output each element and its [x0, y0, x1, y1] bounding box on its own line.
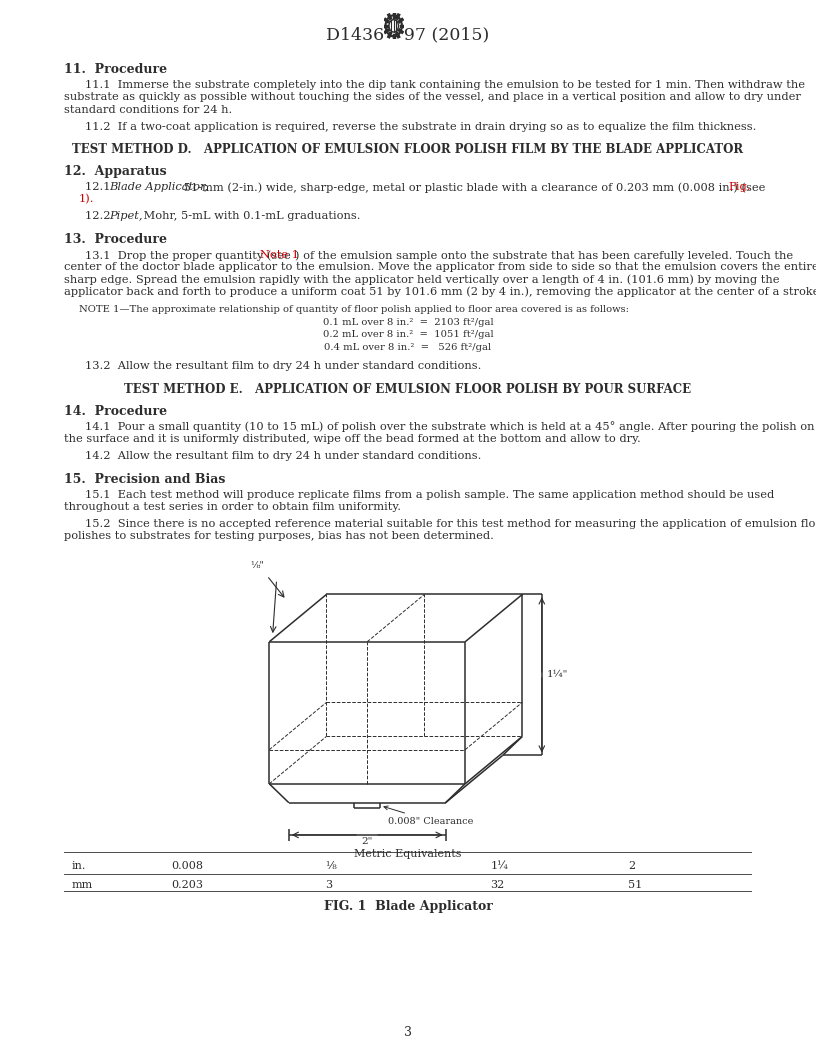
Text: sharp edge. Spread the emulsion rapidly with the applicator held vertically over: sharp edge. Spread the emulsion rapidly …	[64, 275, 780, 285]
Text: Mohr, 5-mL with 0.1-mL graduations.: Mohr, 5-mL with 0.1-mL graduations.	[140, 211, 361, 222]
Text: 2": 2"	[361, 836, 373, 846]
Text: 12.2: 12.2	[85, 211, 118, 222]
Text: 0.4 mL over 8 in.²  =   526 ft²/gal: 0.4 mL over 8 in.² = 526 ft²/gal	[325, 342, 491, 352]
Text: 0.2 mL over 8 in.²  =  1051 ft²/gal: 0.2 mL over 8 in.² = 1051 ft²/gal	[322, 331, 494, 339]
Text: D1436 – 97 (2015): D1436 – 97 (2015)	[326, 26, 490, 43]
Text: Metric Equivalents: Metric Equivalents	[354, 849, 462, 859]
Text: throughout a test series in order to obtain film uniformity.: throughout a test series in order to obt…	[64, 502, 401, 512]
Text: Fig.: Fig.	[729, 183, 752, 192]
Text: 11.  Procedure: 11. Procedure	[64, 63, 167, 76]
Text: 14.  Procedure: 14. Procedure	[64, 404, 167, 417]
Text: 15.1  Each test method will produce replicate films from a polish sample. The sa: 15.1 Each test method will produce repli…	[85, 490, 774, 499]
Text: FIG. 1  Blade Applicator: FIG. 1 Blade Applicator	[324, 900, 492, 912]
Text: 0.203: 0.203	[171, 881, 203, 890]
Text: 13.1  Drop the proper quantity (see: 13.1 Drop the proper quantity (see	[85, 250, 295, 261]
Text: 51-mm (2-in.) wide, sharp-edge, metal or plastic blade with a clearance of 0.203: 51-mm (2-in.) wide, sharp-edge, metal or…	[180, 183, 769, 193]
Text: 15.  Precision and Bias: 15. Precision and Bias	[64, 472, 226, 486]
Text: in.: in.	[71, 861, 86, 871]
Text: 1¼": 1¼"	[547, 671, 568, 679]
Text: NOTE 1—The approximate relationship of quantity of floor polish applied to floor: NOTE 1—The approximate relationship of q…	[79, 305, 629, 314]
Text: Note 1: Note 1	[260, 250, 299, 260]
Text: 12.  Apparatus: 12. Apparatus	[64, 166, 167, 178]
Text: 3: 3	[326, 881, 333, 890]
Text: 11.2  If a two-coat application is required, reverse the substrate in drain dryi: 11.2 If a two-coat application is requir…	[85, 121, 756, 132]
Text: applicator back and forth to produce a uniform coat 51 by 101.6 mm (2 by 4 in.),: applicator back and forth to produce a u…	[64, 286, 816, 298]
Text: center of the doctor blade applicator to the emulsion. Move the applicator from : center of the doctor blade applicator to…	[64, 263, 816, 272]
Text: Pipet,: Pipet,	[109, 211, 143, 222]
Text: 1).: 1).	[79, 194, 95, 205]
Text: 14.1  Pour a small quantity (10 to 15 mL) of polish over the substrate which is : 14.1 Pour a small quantity (10 to 15 mL)…	[85, 421, 814, 432]
Text: polishes to substrates for testing purposes, bias has not been determined.: polishes to substrates for testing purpo…	[64, 531, 494, 541]
Text: standard conditions for 24 h.: standard conditions for 24 h.	[64, 105, 233, 114]
Text: 14.2  Allow the resultant film to dry 24 h under standard conditions.: 14.2 Allow the resultant film to dry 24 …	[85, 451, 481, 460]
Text: TEST METHOD D.   APPLICATION OF EMULSION FLOOR POLISH FILM BY THE BLADE APPLICAT: TEST METHOD D. APPLICATION OF EMULSION F…	[73, 144, 743, 156]
Text: 13.  Procedure: 13. Procedure	[64, 233, 167, 246]
Text: ) of the emulsion sample onto the substrate that has been carefully leveled. Tou: ) of the emulsion sample onto the substr…	[295, 250, 792, 261]
Text: 0.008: 0.008	[171, 861, 203, 871]
Text: 15.2  Since there is no accepted reference material suitable for this test metho: 15.2 Since there is no accepted referenc…	[85, 518, 816, 529]
Text: Blade Applicator,: Blade Applicator,	[109, 183, 208, 192]
Text: ⅛": ⅛"	[250, 561, 264, 570]
Text: 1¼: 1¼	[490, 861, 508, 871]
Text: 12.1: 12.1	[85, 183, 118, 192]
Text: ⅛: ⅛	[326, 861, 336, 871]
Text: mm: mm	[71, 881, 92, 890]
Text: 3: 3	[404, 1026, 412, 1039]
Text: 0.1 mL over 8 in.²  =  2103 ft²/gal: 0.1 mL over 8 in.² = 2103 ft²/gal	[322, 318, 494, 327]
Text: 2: 2	[628, 861, 635, 871]
Text: 0.008" Clearance: 0.008" Clearance	[384, 806, 474, 826]
Text: 51: 51	[628, 881, 642, 890]
Text: 32: 32	[490, 881, 505, 890]
Text: the surface and it is uniformly distributed, wipe off the bead formed at the bot: the surface and it is uniformly distribu…	[64, 434, 641, 444]
Text: substrate as quickly as possible without touching the sides of the vessel, and p: substrate as quickly as possible without…	[64, 92, 801, 102]
Text: 13.2  Allow the resultant film to dry 24 h under standard conditions.: 13.2 Allow the resultant film to dry 24 …	[85, 361, 481, 371]
Text: TEST METHOD E.   APPLICATION OF EMULSION FLOOR POLISH BY POUR SURFACE: TEST METHOD E. APPLICATION OF EMULSION F…	[124, 382, 692, 396]
Text: 11.1  Immerse the substrate completely into the dip tank containing the emulsion: 11.1 Immerse the substrate completely in…	[85, 80, 805, 90]
